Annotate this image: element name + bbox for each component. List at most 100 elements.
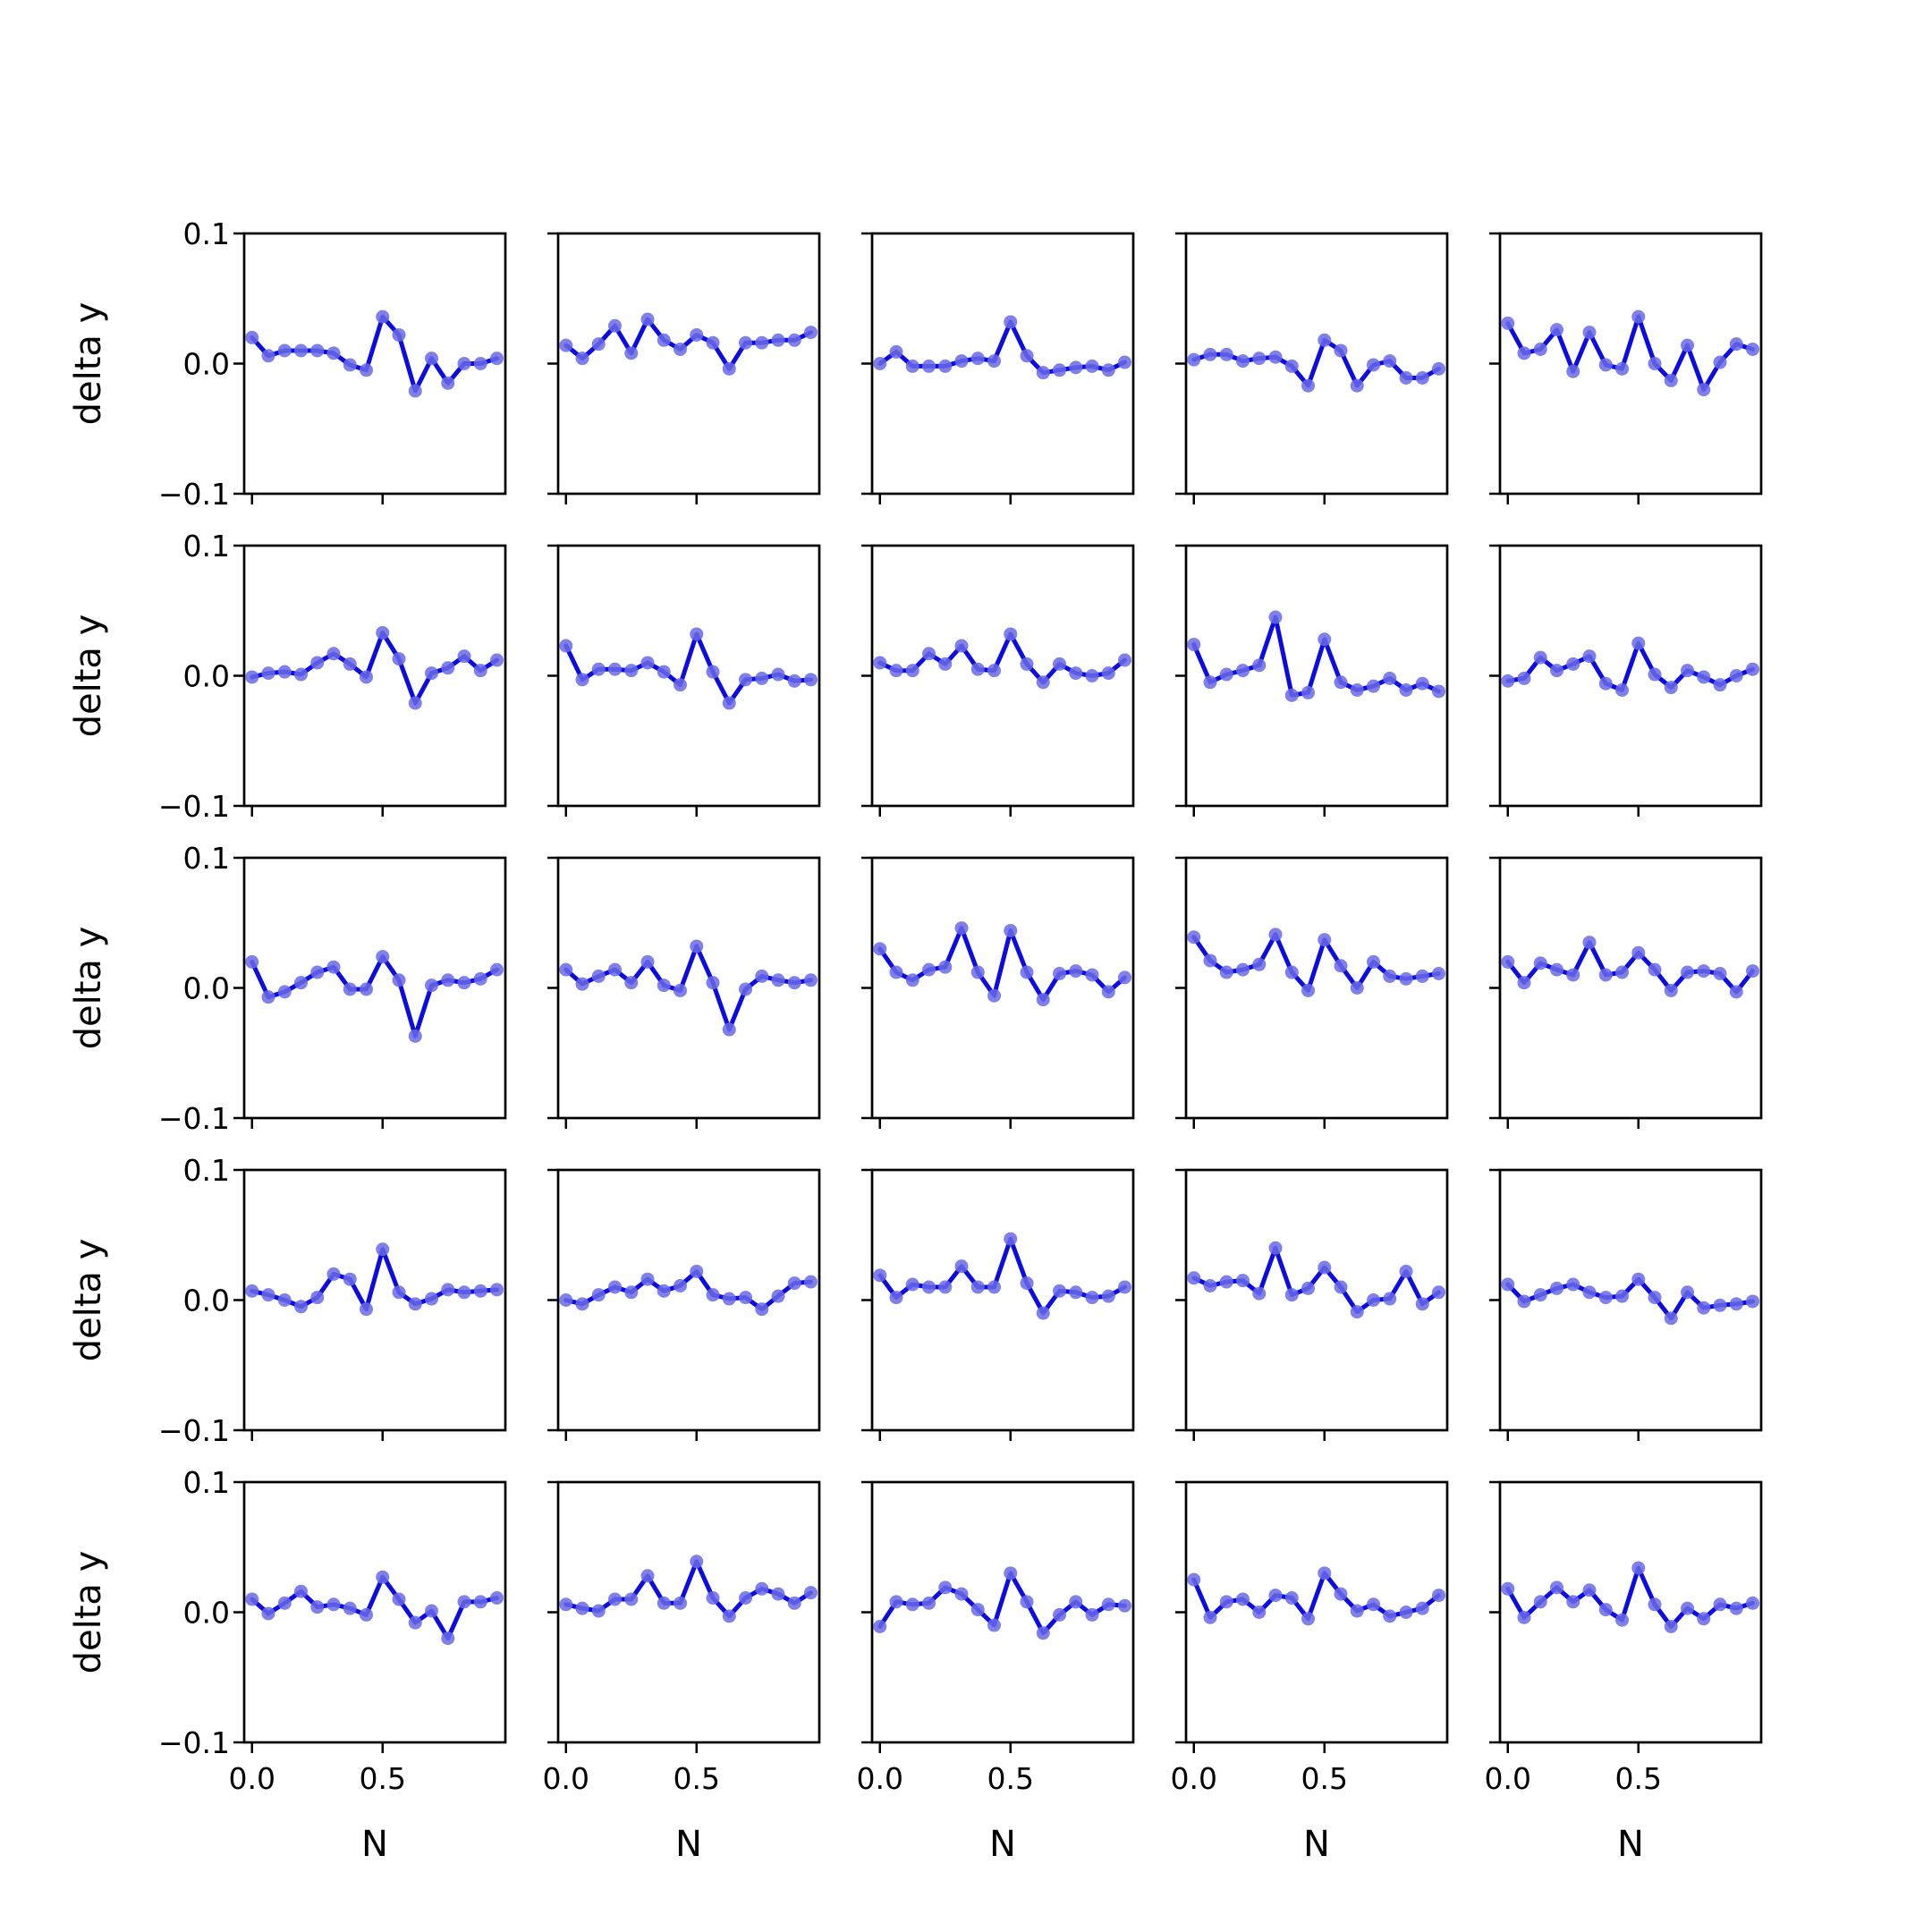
data-point <box>755 671 769 685</box>
panel-r3-c1: 0.1 0.0 −0.1 delta y <box>68 841 507 1136</box>
data-point <box>473 664 487 678</box>
data-point <box>1501 316 1515 330</box>
data-point <box>473 1595 487 1609</box>
data-point <box>787 1596 801 1610</box>
data-point <box>376 1570 390 1584</box>
data-point <box>310 343 325 358</box>
data-point <box>575 673 589 687</box>
data-point <box>674 1278 688 1292</box>
data-point <box>457 649 471 664</box>
data-point <box>392 652 406 666</box>
data-point <box>1501 1581 1515 1596</box>
data-point <box>1648 962 1662 977</box>
data-point <box>905 1277 919 1292</box>
data-point <box>408 1615 422 1630</box>
data-point <box>722 361 736 376</box>
data-point <box>425 979 439 993</box>
data-point <box>1036 1626 1050 1640</box>
data-point <box>441 661 455 675</box>
data-point <box>1383 1609 1397 1623</box>
series-line <box>250 1574 499 1641</box>
data-point <box>1334 959 1348 973</box>
data-point <box>1053 966 1067 980</box>
data-point <box>1648 667 1662 682</box>
data-point <box>1101 1597 1115 1612</box>
data-point <box>1664 373 1678 387</box>
panel-r2-c4 <box>1175 544 1449 817</box>
data-point <box>1415 371 1429 386</box>
data-point <box>1036 1306 1050 1320</box>
data-point <box>1334 1280 1348 1294</box>
panel-r4-c3 <box>861 1168 1135 1441</box>
data-point <box>1367 954 1381 969</box>
data-point <box>1036 366 1050 380</box>
series-line <box>877 926 1127 1003</box>
data-point <box>1252 957 1267 971</box>
y-axis-label: delta y <box>68 1239 109 1362</box>
data-point <box>310 1291 325 1305</box>
series-line <box>1191 1245 1441 1315</box>
series-line <box>1505 1276 1755 1321</box>
data-point <box>739 673 753 687</box>
data-point <box>706 976 720 990</box>
data-point <box>1004 1232 1018 1246</box>
data-point <box>1069 360 1083 375</box>
data-point <box>1746 342 1760 356</box>
data-point <box>873 357 887 370</box>
data-point <box>245 1284 259 1298</box>
data-point <box>804 673 818 687</box>
data-point <box>1582 326 1597 340</box>
data-point <box>1236 962 1250 977</box>
data-point <box>771 333 785 347</box>
data-point <box>1746 662 1760 676</box>
data-point <box>987 664 1002 678</box>
data-point <box>1020 1595 1034 1609</box>
data-point <box>1681 965 1695 979</box>
data-point <box>277 665 292 679</box>
data-point <box>938 1280 953 1294</box>
data-point <box>1187 352 1201 367</box>
data-point <box>1550 962 1564 977</box>
data-point <box>1582 1583 1597 1597</box>
data-point <box>787 976 801 990</box>
data-point <box>1697 1301 1711 1315</box>
data-point <box>1566 1277 1580 1292</box>
data-point <box>922 962 936 977</box>
data-point <box>343 1272 357 1286</box>
data-point <box>905 664 919 678</box>
data-point <box>1566 968 1580 982</box>
data-point <box>1713 1298 1727 1312</box>
data-point <box>722 1609 736 1623</box>
data-point <box>559 639 573 653</box>
data-point <box>392 973 406 987</box>
data-point <box>922 1596 936 1610</box>
data-point <box>294 976 309 990</box>
data-point <box>1399 1264 1413 1278</box>
data-point <box>739 335 753 350</box>
data-point <box>1432 361 1446 376</box>
data-point <box>294 667 309 682</box>
data-point <box>1118 1598 1132 1613</box>
data-point <box>1301 1612 1316 1626</box>
axes-frame <box>556 856 821 1120</box>
data-point <box>657 979 671 993</box>
data-point <box>1517 346 1531 360</box>
data-point <box>559 962 573 977</box>
data-point <box>690 939 704 953</box>
x-tick-label: 0.0 <box>857 1761 903 1796</box>
data-point <box>1501 1277 1515 1292</box>
data-point <box>343 358 357 372</box>
data-point <box>657 1284 671 1298</box>
data-point <box>1517 1294 1531 1309</box>
data-point <box>889 1595 903 1609</box>
data-point <box>674 678 688 692</box>
data-point <box>1367 358 1381 372</box>
data-point <box>755 1302 769 1317</box>
data-point <box>1615 965 1630 979</box>
panel-r2-c5 <box>1489 544 1763 817</box>
data-point <box>261 1288 275 1302</box>
data-point <box>559 338 573 352</box>
data-point <box>1334 675 1348 690</box>
x-axis-label: N <box>989 1824 1016 1865</box>
